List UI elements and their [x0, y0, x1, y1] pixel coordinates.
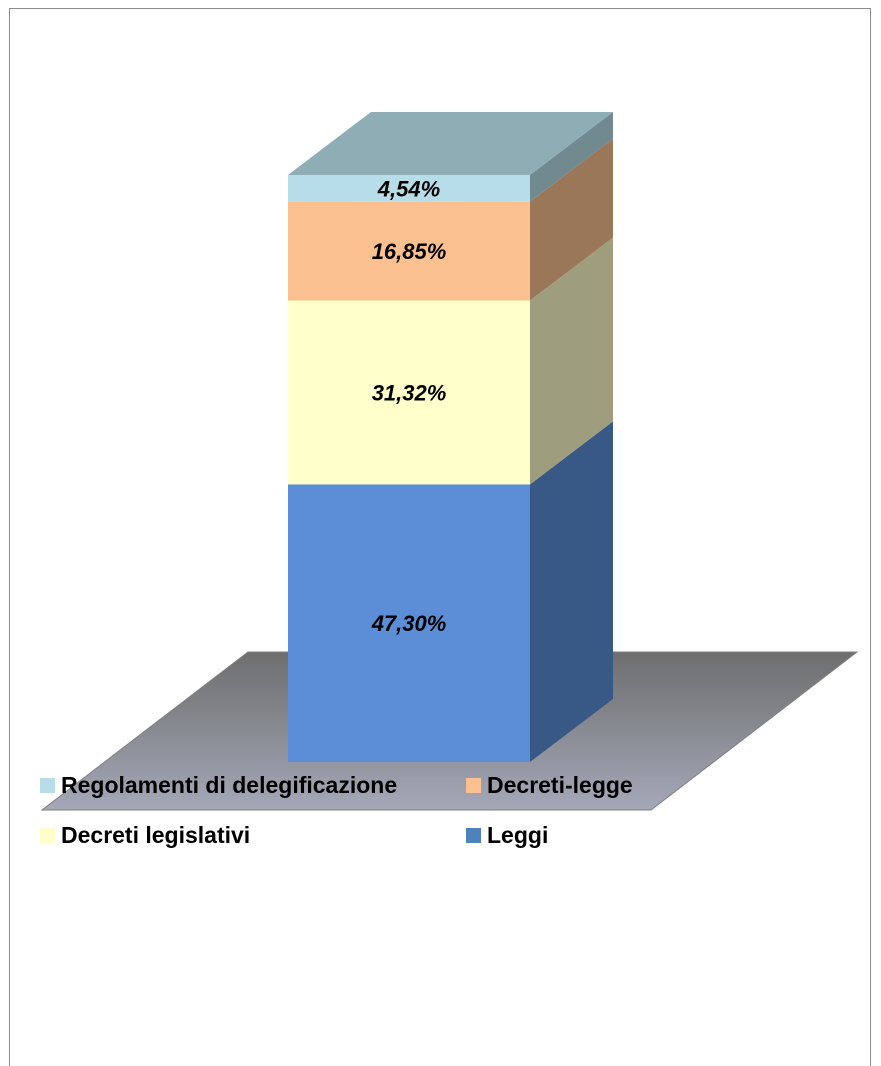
legend-swatch-decreti-legge: [466, 778, 481, 793]
bar-segment-regolamenti-di-delegificazione: [288, 174, 530, 202]
bar-side-regolamenti-di-delegificazione: [530, 111, 613, 202]
bar-segment-decreti-legislativi: [288, 300, 530, 485]
legend-item-decreti-legislativi[interactable]: Decreti legislativi: [40, 822, 250, 849]
legend-label-decreti-legge: Decreti-legge: [487, 772, 633, 798]
chart-frame: [9, 8, 871, 1066]
legend-swatch-decreti-legislativi: [40, 828, 55, 843]
legend-label-decreti-legislativi: Decreti legislativi: [61, 822, 251, 848]
legend-item-regolamenti[interactable]: Regolamenti di delegificazione: [40, 772, 397, 799]
legend-swatch-regolamenti: [40, 778, 55, 793]
legend-label-regolamenti: Regolamenti di delegificazione: [61, 772, 398, 798]
bar-stack: [288, 111, 613, 762]
data-label-decreti-legislativi: 31,32%: [372, 380, 447, 405]
data-labels: 47,30% 31,32% 16,85% 4,54%: [371, 176, 447, 636]
data-label-regolamenti-di-delegificazione: 4,54%: [377, 176, 440, 201]
data-label-leggi: 47,30%: [371, 611, 447, 636]
legend-swatch-leggi: [466, 828, 481, 843]
bar-segment-leggi: [288, 484, 530, 762]
bar-top-regolamenti-di-delegificazione: [288, 111, 613, 175]
bar-side-decreti-legislativi: [530, 237, 613, 485]
legend-item-decreti-legge[interactable]: Decreti-legge: [466, 772, 633, 799]
legend-item-leggi[interactable]: Leggi: [466, 822, 548, 849]
bar-segment-decreti-legge: [288, 201, 530, 301]
bar-side-leggi: [530, 421, 613, 762]
data-label-decreti-legge: 16,85%: [372, 239, 447, 264]
legend-label-leggi: Leggi: [487, 822, 549, 848]
bar-side-decreti-legge: [530, 138, 613, 301]
